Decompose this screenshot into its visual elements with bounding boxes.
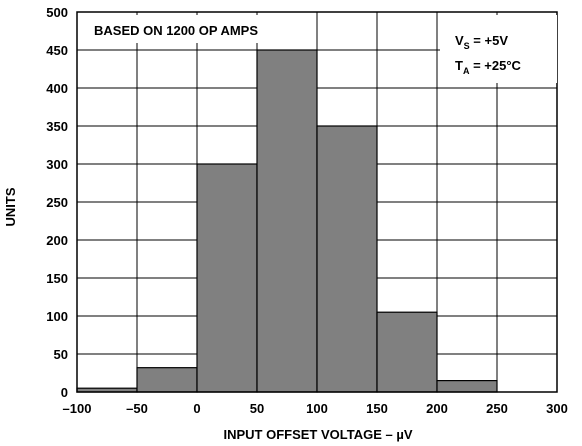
y-axis-title: UNITS <box>3 187 18 226</box>
tick-labels: –100 –50 0 50 100 150 200 250 300 0 50 100 150 200 250… <box>46 5 568 416</box>
histogram-bar <box>196 163 258 393</box>
x-tick-label: 250 <box>486 401 508 416</box>
y-tick-label: 350 <box>46 119 68 134</box>
y-tick-label: 100 <box>46 309 68 324</box>
x-axis-title: INPUT OFFSET VOLTAGE – µV <box>223 427 412 442</box>
note-text: BASED ON 1200 OP AMPS <box>94 23 258 38</box>
y-tick-label: 50 <box>54 347 68 362</box>
temperature-value: = +25°C <box>469 58 521 73</box>
supply-voltage-subscript: S <box>464 41 470 51</box>
supply-voltage-symbol: V <box>455 33 464 48</box>
y-tick-label: 0 <box>61 385 68 400</box>
histogram-bars <box>76 49 498 393</box>
x-tick-label: –100 <box>63 401 92 416</box>
temperature-label: TA = +25°C <box>455 58 522 76</box>
y-tick-label: 200 <box>46 233 68 248</box>
y-tick-label: 150 <box>46 271 68 286</box>
x-tick-label: 300 <box>546 401 568 416</box>
note-box <box>79 15 295 43</box>
histogram-bar <box>436 380 498 393</box>
y-tick-label: 300 <box>46 157 68 172</box>
x-tick-label: 100 <box>306 401 328 416</box>
x-tick-label: 200 <box>426 401 448 416</box>
y-tick-label: 250 <box>46 195 68 210</box>
temperature-symbol: T <box>455 58 463 73</box>
plot-frame <box>76 11 558 393</box>
y-tick-label: 500 <box>46 5 68 20</box>
x-tick-label: 50 <box>250 401 264 416</box>
x-tick-label: –50 <box>126 401 148 416</box>
supply-voltage-label: VS = +5V <box>455 33 508 51</box>
x-tick-label: 0 <box>193 401 200 416</box>
x-tick-label: 150 <box>366 401 388 416</box>
annotations: BASED ON 1200 OP AMPS VS = +5V TA = +25°… <box>79 15 557 83</box>
y-tick-label: 450 <box>46 43 68 58</box>
condition-box <box>440 15 557 83</box>
histogram-bar <box>376 311 438 393</box>
histogram-bar <box>256 49 318 393</box>
histogram-bar <box>316 125 378 393</box>
plot-border <box>76 11 558 393</box>
temperature-subscript: A <box>463 66 470 76</box>
histogram-bar <box>136 367 198 393</box>
y-tick-label: 400 <box>46 81 68 96</box>
supply-voltage-value: = +5V <box>470 33 509 48</box>
